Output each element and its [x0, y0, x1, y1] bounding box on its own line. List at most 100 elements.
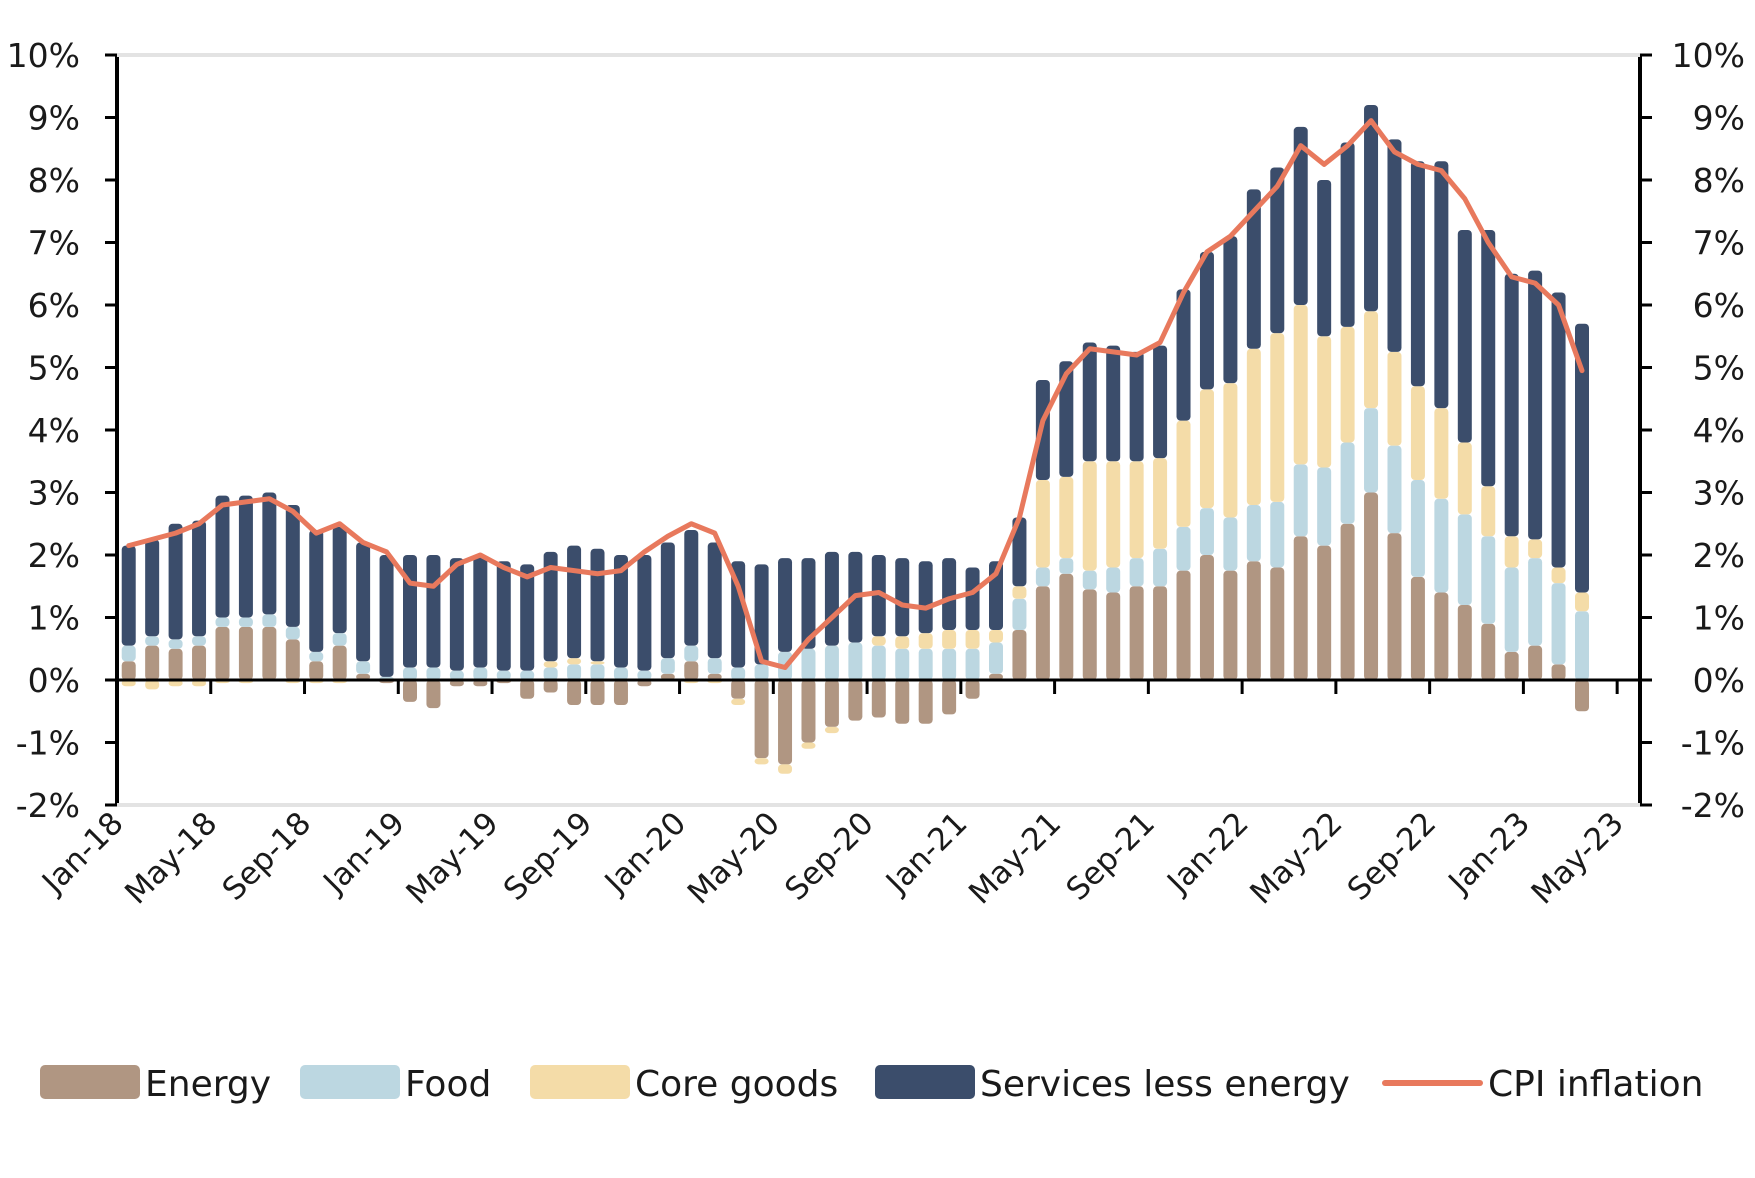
bar-energy-9	[332, 645, 347, 681]
bar-energy-47	[1223, 570, 1238, 681]
bar-services-5	[238, 495, 253, 618]
x-tick-label-may-19: May-19	[399, 805, 505, 911]
bar-core_goods-56	[1434, 408, 1449, 499]
bar-services-49	[1270, 167, 1285, 334]
bar-energy-49	[1270, 567, 1285, 680]
bar-core_goods-47	[1223, 383, 1238, 518]
left-y-label-12: -2%	[16, 786, 80, 825]
right-y-label-12: -2%	[1681, 786, 1745, 825]
bar-services-55	[1410, 161, 1425, 387]
bar-core_goods-2	[168, 680, 183, 687]
bar-food-37	[989, 642, 1003, 674]
bar-energy-18	[543, 680, 558, 693]
bar-services-21	[613, 555, 628, 668]
bar-services-60	[1528, 270, 1543, 540]
bar-services-56	[1434, 161, 1449, 409]
x-tick-label-jan-23: Jan-23	[1441, 805, 1537, 901]
bar-services-58	[1481, 230, 1496, 487]
bar-services-33	[895, 558, 910, 637]
bar-energy-55	[1410, 576, 1425, 681]
bar-energy-50	[1293, 536, 1308, 680]
bar-energy-14	[449, 680, 464, 687]
bar-core_goods-43	[1129, 461, 1144, 559]
right-y-label-1: 9%	[1693, 99, 1745, 138]
bar-core_goods-45	[1176, 420, 1191, 527]
left-y-label-9: 1%	[28, 599, 80, 638]
legend-label-energy: Energy	[145, 1064, 271, 1105]
bar-food-52	[1340, 442, 1355, 524]
left-y-label-5: 5%	[28, 349, 80, 388]
bar-energy-25	[707, 673, 722, 680]
bar-core_goods-52	[1340, 326, 1355, 443]
bar-energy-23	[660, 673, 675, 680]
x-tick-label-sep-22: Sep-22	[1341, 805, 1444, 908]
bar-services-43	[1129, 351, 1144, 462]
bar-core_goods-34	[918, 633, 933, 649]
bar-energy-57	[1457, 605, 1472, 680]
bar-services-42	[1106, 345, 1121, 462]
bar-services-61	[1551, 292, 1566, 568]
bar-core_goods-42	[1106, 461, 1121, 568]
x-tick-label-sep-19: Sep-19	[497, 805, 600, 908]
left-y-label-8: 2%	[28, 536, 80, 575]
bar-core_goods-30	[824, 726, 839, 734]
right-y-label-8: 2%	[1693, 536, 1745, 575]
bar-services-54	[1387, 139, 1402, 352]
bar-energy-13	[426, 680, 441, 709]
bar-services-18	[543, 551, 558, 662]
bar-food-13	[426, 667, 441, 680]
bar-energy-8	[309, 661, 324, 680]
bar-core_goods-54	[1387, 351, 1402, 446]
bar-food-12	[403, 667, 417, 680]
bar-energy-30	[824, 680, 839, 727]
bar-food-35	[942, 648, 957, 680]
bar-core_goods-38	[1012, 586, 1027, 599]
bar-services-52	[1340, 142, 1355, 327]
bar-services-24	[684, 530, 699, 646]
bar-food-23	[660, 658, 675, 674]
bar-energy-56	[1434, 592, 1449, 680]
bar-food-7	[285, 626, 300, 640]
bar-core_goods-39	[1035, 480, 1050, 568]
bar-energy-20	[590, 680, 605, 705]
bar-food-14	[449, 670, 464, 681]
left-y-label-2: 8%	[28, 161, 80, 200]
bar-food-43	[1129, 558, 1144, 587]
bar-services-23	[660, 542, 675, 659]
left-y-label-0: 10%	[7, 36, 80, 75]
bar-food-45	[1176, 526, 1191, 571]
bar-services-16	[496, 561, 511, 671]
bar-core_goods-55	[1410, 386, 1425, 480]
bar-energy-22	[637, 680, 652, 687]
bar-food-2	[168, 639, 183, 649]
x-tick-label-may-20: May-20	[681, 805, 787, 911]
bar-energy-27	[754, 680, 769, 759]
left-y-label-3: 7%	[28, 224, 80, 263]
bar-energy-4	[215, 626, 230, 681]
bar-energy-7	[285, 639, 300, 681]
bar-core_goods-46	[1199, 389, 1214, 509]
legend-label-food: Food	[405, 1064, 491, 1105]
bar-energy-26	[731, 680, 746, 699]
bar-services-48	[1246, 189, 1261, 349]
bar-core_goods-36	[965, 630, 980, 649]
bar-services-10	[356, 542, 371, 662]
bar-services-36	[965, 567, 980, 630]
bar-services-51	[1317, 180, 1332, 337]
bar-services-4	[215, 495, 230, 618]
bar-services-62	[1575, 323, 1589, 593]
bar-core_goods-33	[895, 636, 910, 649]
bar-food-48	[1246, 505, 1261, 562]
bar-food-46	[1199, 508, 1214, 556]
bar-services-44	[1153, 345, 1168, 459]
legend-swatch-services	[875, 1065, 975, 1099]
bar-core_goods-50	[1293, 305, 1308, 465]
bar-services-13	[426, 555, 441, 668]
bar-energy-32	[871, 680, 886, 718]
bar-food-29	[801, 648, 816, 680]
bar-services-45	[1176, 289, 1191, 421]
bar-services-34	[918, 561, 933, 634]
right-y-label-11: -1%	[1681, 724, 1745, 763]
bar-food-59	[1504, 567, 1519, 652]
